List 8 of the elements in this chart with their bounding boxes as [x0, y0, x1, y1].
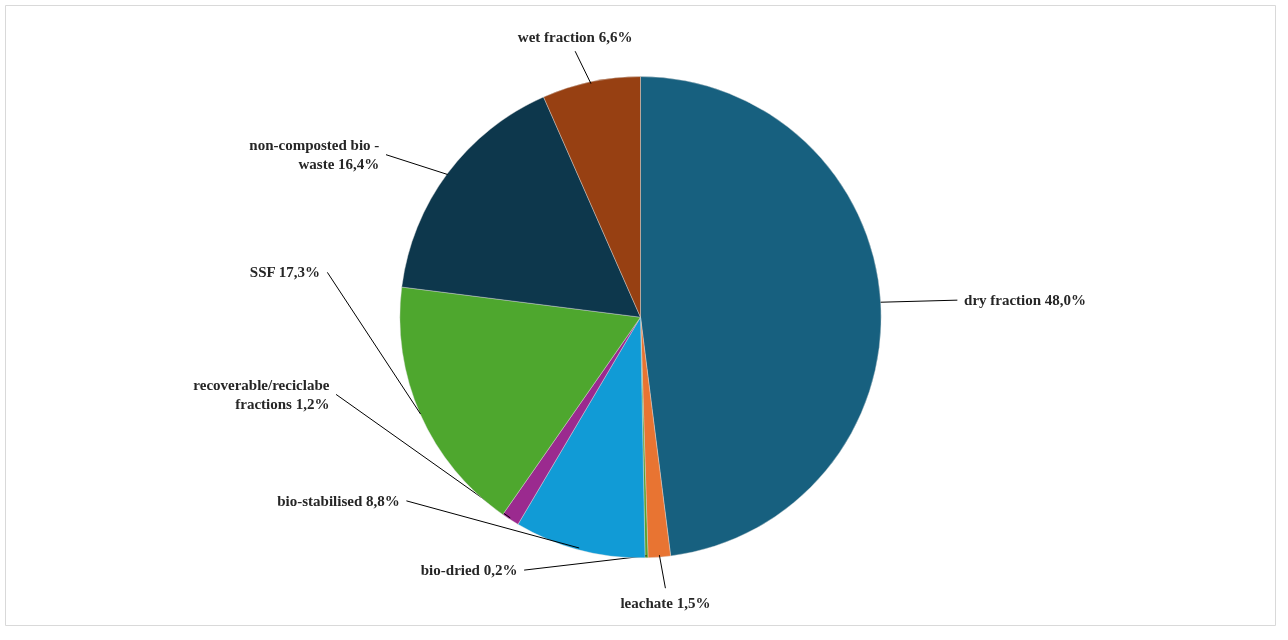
slice-label: SSF 17,3% — [249, 264, 321, 281]
slice-label: leachate 1,5% — [620, 594, 711, 611]
slice-label: bio-dried 0,2% — [420, 562, 518, 579]
slice-label: dry fraction 48,0% — [964, 292, 1087, 309]
slice-label: bio-stabilised 8,8% — [277, 492, 400, 509]
slice-label: non-composted bio - waste 16,4% — [249, 137, 380, 173]
slice-label: wet fraction 6,6% — [517, 28, 633, 45]
slice-label: recoverable/reciclabe fractions 1,2% — [193, 376, 330, 413]
